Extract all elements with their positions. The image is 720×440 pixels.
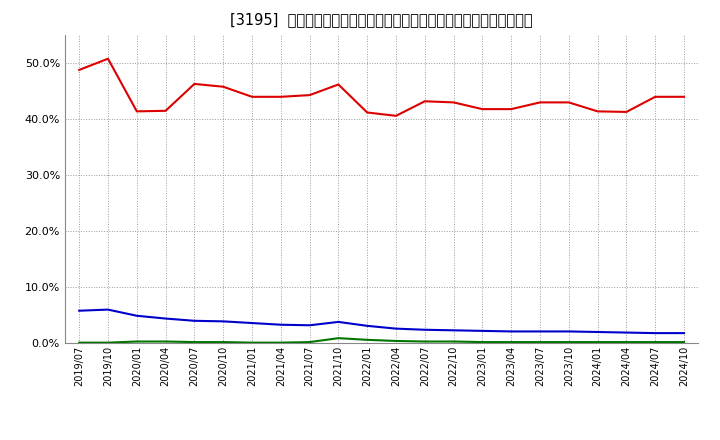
- Title: [3195]  自己資本、のれん、繰延税金資産の総資産に対する比率の推移: [3195] 自己資本、のれん、繰延税金資産の総資産に対する比率の推移: [230, 12, 533, 27]
